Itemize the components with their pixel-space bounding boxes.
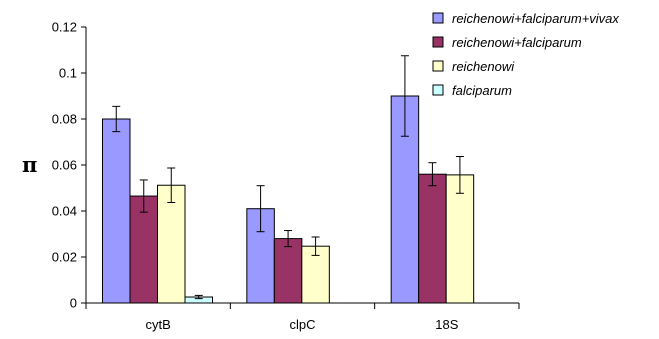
- y-tick-label: 0.04: [52, 204, 77, 219]
- bar: [102, 118, 131, 304]
- bar: [418, 173, 447, 304]
- legend-swatch: [432, 12, 444, 24]
- legend-swatch: [432, 84, 444, 96]
- x-tick-label: cytB: [146, 317, 171, 332]
- y-tick-label: 0.12: [52, 20, 77, 35]
- legend-swatch: [432, 36, 444, 48]
- legend-swatch: [432, 60, 444, 72]
- tick-labels: 0 0.02 0.04 0.06 0.08 0.1 0.12 cytB clpC 18S: [52, 20, 459, 333]
- bar: [445, 174, 475, 304]
- bars: [102, 95, 475, 304]
- legend-label: reichenowi: [452, 59, 515, 74]
- y-tick-label: 0.08: [52, 112, 77, 127]
- legend-label: reichenowi+falciparum+vivax: [452, 11, 619, 26]
- x-tick-label: clpC: [289, 317, 315, 332]
- x-tick-label: 18S: [435, 317, 458, 332]
- y-tick-label: 0: [70, 296, 77, 311]
- bar: [273, 238, 303, 304]
- y-tick-label: 0.02: [52, 250, 77, 265]
- bar: [157, 184, 186, 304]
- y-tick-label: 0.1: [59, 66, 77, 81]
- y-tick-label: 0.06: [52, 158, 77, 173]
- legend-label: reichenowi+falciparum: [452, 35, 582, 50]
- error-bars: [112, 55, 464, 300]
- legend: reichenowi+falciparum+vivax reichenowi+fa…: [432, 11, 619, 98]
- legend-label: falciparum: [452, 83, 512, 98]
- y-axis-label: π: [22, 152, 37, 177]
